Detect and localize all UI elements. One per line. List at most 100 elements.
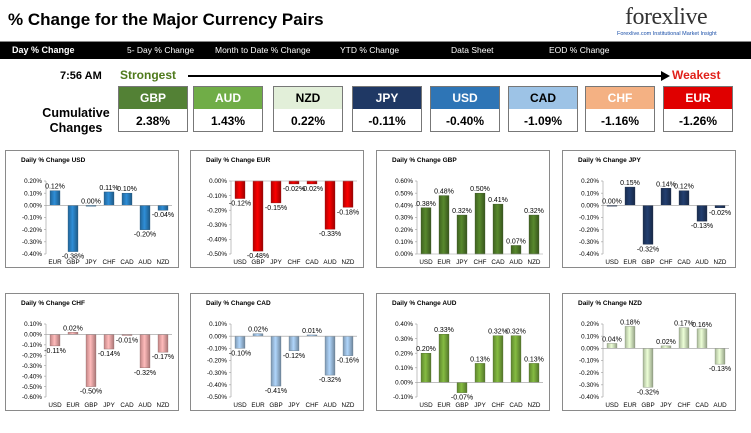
x-tick-label: CAD [695,402,709,409]
page-title: % Change for the Major Currency Pairs [8,10,324,29]
bar-value-label: -0.50% [80,389,102,396]
forexlive-logo[interactable]: forexlive Forexlive.com Institutional Ma… [609,4,739,40]
y-tick-label: 0.00% [581,203,599,210]
bar-value-label: -0.04% [152,212,174,219]
tab-ytd-change[interactable]: YTD % Change [340,45,400,55]
chart-panel-usd: Daily % Change USD 0.20% 0.10% 0.00% -0.10%… [5,150,179,268]
bar-value-label: 0.48% [434,189,454,196]
bar-value-label: -0.01% [116,337,138,344]
x-tick-label: JPY [660,402,672,409]
bar-value-label: 0.32% [452,208,472,215]
currency-change: -0.11% [368,114,406,128]
bar-value-label: 0.32% [506,329,526,336]
tab-5-day-change[interactable]: 5- Day % Change [127,45,195,55]
tab-eod-change[interactable]: EOD % Change [549,45,610,55]
x-tick-label: JPY [474,402,486,409]
chart-panel-nzd: Daily % Change NZD 0.20% 0.10% 0.00% -0.10%… [562,293,736,411]
currency-cell-eur: EUR -1.26% [663,86,733,132]
currency-cell-jpy: JPY -0.11% [352,86,422,132]
bar [139,334,151,368]
x-tick-label: GBP [641,259,654,266]
bar-value-label: 0.13% [470,356,490,363]
currency-name: GBP [119,87,187,109]
y-tick-label: 0.10% [395,239,413,246]
bar-value-label: 0.17% [674,321,694,328]
bar-value-label: -0.12% [229,201,251,208]
y-tick-label: 0.00% [395,251,413,258]
chart-title: Daily % Change CAD [206,300,271,307]
y-tick-label: 0.50% [395,190,413,197]
y-tick-label: 0.10% [395,365,413,372]
tab-data-sheet[interactable]: Data Sheet [451,45,494,55]
x-tick-label: USD [233,259,247,266]
x-tick-label: CAD [120,259,134,266]
bar [438,195,450,255]
y-tick-label: -0.10% [207,193,227,200]
y-tick-label: 0.00% [24,332,42,339]
bar [288,335,300,351]
currency-name: JPY [353,87,421,109]
currency-change: -1.26% [678,114,718,128]
y-tick-label: -0.20% [22,352,42,359]
y-tick-label: -0.50% [207,251,227,258]
bar-value-label: 0.32% [488,329,508,336]
bar [696,205,708,222]
bar-value-label: 0.32% [524,208,544,215]
y-tick-label: -0.10% [22,215,42,222]
bar [67,205,79,252]
bar [642,348,654,388]
bar-value-label: 0.00% [81,198,101,205]
bar [252,180,264,252]
x-tick-label: EUR [623,259,637,266]
bar-value-label: -0.32% [637,246,659,253]
chart-jpy: 0.20%0.10%0.00%-0.10%-0.20%-0.30%-0.40%0… [579,178,731,266]
bar-value-label: -0.13% [709,366,731,373]
x-tick-label: USD [48,402,62,409]
bar [270,335,282,387]
chart-title: Daily % Change JPY [578,157,641,164]
x-tick-label: USD [605,402,619,409]
y-tick-label: -0.30% [22,363,42,370]
x-tick-label: GBP [251,259,264,266]
bar-value-label: 0.14% [656,181,676,188]
weakest-label: Weakest [672,68,721,82]
bar [624,186,636,206]
bar [492,335,504,383]
bar [714,205,726,208]
bar [510,245,522,255]
bar [103,191,115,206]
y-tick-label: -0.30% [207,370,227,377]
currency-change: 2.38% [135,114,171,128]
y-tick-label: 0.20% [24,178,42,185]
currency-cell-usd: USD -0.40% [430,86,500,132]
bar-value-label: -0.15% [265,205,287,212]
chart-panel-chf: Daily % Change CHF 0.10% 0.00% -0.10% -0.20… [5,293,179,411]
chart-title: Daily % Change EUR [206,157,271,164]
x-tick-label: GBP [66,259,79,266]
bar-value-label: -0.32% [637,389,659,396]
x-tick-label: GBP [641,402,654,409]
x-tick-label: CHF [660,259,673,266]
bar [85,334,97,387]
tab-month-to-date-change[interactable]: Month to Date % Change [215,45,311,55]
x-tick-label: NZD [714,259,727,266]
x-tick-label: JPY [288,402,300,409]
y-tick-label: -0.20% [22,227,42,234]
y-tick-label: 0.20% [395,227,413,234]
x-tick-label: EUR [66,402,80,409]
x-tick-label: CAD [491,259,505,266]
bar [234,335,246,349]
bar-value-label: 0.00% [602,198,622,205]
chart-gbp: 0.60% 0.50% 0.40% 0.30% 0.20% 0.10% 0.00% 0.38%… [395,178,544,266]
y-tick-label: -0.50% [207,394,227,401]
currency-name: CAD [509,87,577,109]
x-tick-label: EUR [48,259,62,266]
header: % Change for the Major Currency Pairs fo… [0,0,751,42]
bar-value-label: 0.02% [248,327,268,334]
x-tick-label: JPY [456,259,468,266]
tab-day-change[interactable]: Day % Change [12,45,75,55]
bar-value-label: 0.20% [416,346,436,353]
bar-value-label: -0.16% [337,358,359,365]
bar-value-label: 0.01% [302,328,322,335]
y-tick-label: -0.10% [22,342,42,349]
